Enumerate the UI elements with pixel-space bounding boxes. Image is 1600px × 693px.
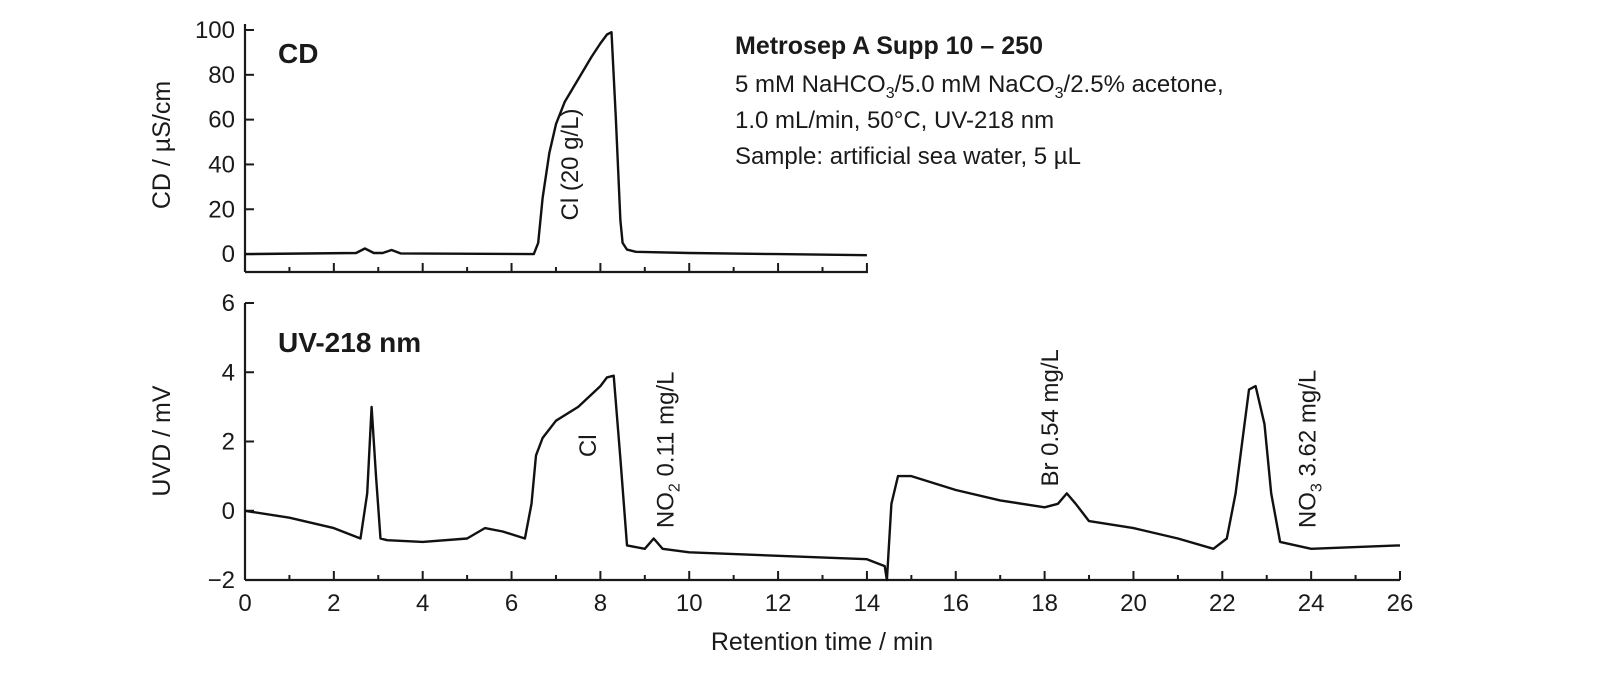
eluent-part-1: 5 mM NaHCO [735, 71, 886, 98]
cd-annotations: Cl (20 g/L) [557, 108, 584, 220]
cd-y-tick-label: 40 [208, 151, 235, 178]
cd-peak-label: Cl (20 g/L) [557, 108, 584, 220]
cd-y-tick-label: 60 [208, 107, 235, 134]
cd-trace-line [244, 31, 867, 257]
eluent-line: 5 mM NaHCO3/5.0 mM NaCO3/2.5% acetone, [735, 71, 1224, 102]
x-tick-label: 8 [594, 590, 607, 617]
x-axis-label: Retention time / min [711, 628, 933, 656]
conditions-line: 1.0 mL/min, 50°C, UV-218 nm [735, 107, 1054, 134]
uv-y-tick-label: 4 [222, 359, 235, 386]
sample-line: Sample: artificial sea water, 5 µL [735, 143, 1081, 170]
uv-panel-label: UV-218 nm [278, 327, 421, 358]
uv-y-ticks: −2 0 2 4 6 [208, 290, 254, 594]
x-tick-label: 26 [1387, 590, 1414, 617]
eluent-part-3: /2.5% acetone, [1064, 71, 1224, 98]
cd-y-ticks: 0 20 40 60 80 100 [195, 17, 254, 268]
cd-x-ticks [244, 263, 868, 272]
x-tick-label: 4 [416, 590, 429, 617]
uv-trace-line [244, 374, 1401, 582]
method-info-block: Metrosep A Supp 10 – 250 5 mM NaHCO3/5.0… [735, 32, 1224, 170]
x-tick-label: 10 [676, 590, 703, 617]
cd-panel-label: CD [278, 38, 318, 69]
eluent-part-2: /5.0 mM NaCO [895, 71, 1055, 98]
x-tick-label: 18 [1031, 590, 1058, 617]
uv-y-tick-label: 6 [222, 290, 235, 317]
uv-x-ticks: 0 2 4 6 8 10 12 14 16 18 20 22 24 26 [238, 571, 1413, 617]
cd-y-tick-label: 20 [208, 196, 235, 223]
cd-panel: 0 20 40 60 80 100 CD CD / µS/cm Cl (20 g/L) [148, 17, 868, 274]
uv-peak-label: Cl [575, 434, 602, 457]
uv-peak-label: NO2 0.11 mg/L [653, 372, 684, 529]
x-tick-label: 14 [854, 590, 881, 617]
uv-peak-label: Br 0.54 mg/L [1037, 349, 1064, 486]
x-tick-label: 12 [765, 590, 792, 617]
method-title: Metrosep A Supp 10 – 250 [735, 32, 1043, 60]
cd-y-axis-label: CD / µS/cm [148, 81, 176, 209]
uv-y-tick-label: 0 [222, 498, 235, 525]
uv-annotations: Cl NO2 0.11 mg/L Br 0.54 mg/L NO3 3.62 mg/L [575, 349, 1326, 528]
cd-y-tick-label: 0 [222, 241, 235, 268]
uv-peak-label: NO3 3.62 mg/L [1295, 370, 1326, 528]
x-tick-label: 22 [1209, 590, 1236, 617]
uv-y-tick-label: −2 [208, 567, 235, 594]
cd-y-tick-label: 80 [208, 62, 235, 89]
cd-y-tick-label: 100 [195, 17, 235, 44]
eluent-sub-2: 3 [1055, 85, 1064, 102]
x-tick-label: 24 [1298, 590, 1325, 617]
x-tick-label: 0 [238, 590, 251, 617]
uv-y-axis-label: UVD / mV [148, 385, 176, 496]
uv-y-tick-label: 2 [222, 429, 235, 456]
eluent-sub-1: 3 [886, 85, 895, 102]
x-tick-label: 16 [942, 590, 969, 617]
x-tick-label: 6 [505, 590, 518, 617]
x-tick-label: 2 [327, 590, 340, 617]
x-tick-label: 20 [1120, 590, 1147, 617]
